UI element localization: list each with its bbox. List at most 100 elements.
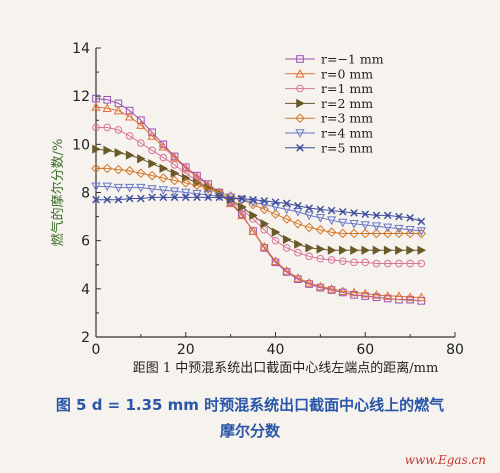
data-point	[394, 291, 404, 300]
data-point	[294, 201, 302, 210]
figure-caption: 图 5 d = 1.35 mm 时预混系统出口截面中心线上的燃气 摩尔分数	[0, 392, 500, 444]
series-6	[92, 193, 426, 226]
data-point	[136, 168, 146, 179]
legend-item: r=3 mm	[285, 111, 373, 126]
data-point	[92, 94, 100, 103]
data-point	[294, 248, 302, 257]
data-point	[406, 259, 414, 268]
data-point	[316, 205, 325, 214]
legend-marker	[295, 129, 305, 138]
data-point	[361, 210, 370, 218]
data-point	[103, 95, 112, 104]
data-point	[271, 198, 280, 206]
series-line	[95, 148, 422, 251]
data-point	[270, 209, 281, 219]
data-point	[147, 170, 157, 181]
y-axis-label: 燃气的摩尔分数/%	[50, 139, 66, 247]
data-point	[339, 207, 347, 216]
data-point	[339, 245, 348, 255]
data-point	[327, 245, 337, 255]
legend-marker	[296, 98, 305, 109]
legend-item: r=4 mm	[285, 126, 373, 141]
data-point	[113, 183, 124, 193]
data-point	[147, 131, 157, 140]
data-point	[181, 193, 190, 202]
data-point	[315, 225, 326, 235]
data-point	[260, 197, 269, 205]
series-1	[91, 102, 426, 302]
data-point	[383, 259, 392, 268]
data-point	[169, 152, 180, 162]
data-point	[114, 195, 123, 204]
data-point	[260, 244, 269, 252]
data-point	[102, 163, 113, 174]
data-point	[137, 116, 145, 125]
data-point	[339, 257, 347, 265]
data-point	[305, 243, 315, 253]
data-point	[91, 102, 101, 111]
data-point	[327, 256, 336, 264]
data-point	[270, 203, 281, 212]
data-point	[237, 210, 247, 220]
data-point	[192, 180, 202, 191]
data-point	[282, 199, 291, 208]
data-point	[238, 202, 247, 212]
data-point	[169, 187, 180, 197]
legend-item: r=−1 mm	[285, 52, 384, 67]
legend-item: r=0 mm	[285, 66, 373, 81]
data-point	[394, 224, 404, 234]
y-tick-label: 8	[81, 186, 90, 202]
data-point	[293, 207, 303, 217]
data-point	[270, 256, 281, 265]
series-3	[92, 144, 427, 255]
data-point	[180, 178, 191, 188]
data-point	[114, 126, 123, 134]
data-point	[159, 140, 168, 149]
data-point	[136, 183, 146, 193]
data-point	[137, 194, 145, 203]
data-point	[158, 173, 169, 183]
data-point	[304, 277, 314, 287]
data-point	[360, 288, 370, 298]
data-point	[125, 106, 134, 115]
data-point	[349, 287, 359, 297]
data-point	[371, 222, 382, 232]
y-tick-label: 4	[81, 282, 90, 298]
data-point	[315, 281, 326, 291]
data-point	[326, 227, 337, 238]
data-point	[371, 289, 382, 299]
legend-label: r=1 mm	[321, 81, 373, 96]
data-point	[271, 258, 280, 267]
data-point	[159, 153, 168, 162]
data-point	[360, 228, 371, 239]
data-point	[248, 226, 258, 235]
data-point	[148, 158, 157, 169]
data-point	[395, 245, 404, 255]
data-point	[125, 194, 134, 203]
data-point	[92, 195, 100, 204]
data-point	[293, 219, 303, 229]
data-point	[349, 220, 359, 229]
data-point	[114, 148, 124, 158]
data-point	[113, 164, 124, 175]
data-point	[372, 259, 381, 268]
data-point	[260, 226, 269, 234]
data-point	[416, 292, 426, 302]
data-point	[147, 185, 157, 194]
data-point	[137, 154, 146, 164]
data-point	[350, 258, 358, 267]
caption-line-2: 摩尔分数	[219, 422, 280, 440]
data-point	[282, 268, 291, 276]
y-tick-label: 6	[81, 234, 90, 250]
data-point	[249, 210, 258, 221]
data-point	[383, 211, 392, 220]
x-tick-label: 60	[356, 342, 374, 358]
data-point	[136, 120, 146, 129]
y-tick-label: 2	[81, 330, 90, 346]
data-point	[91, 182, 101, 192]
data-point	[395, 212, 403, 221]
legend-label: r=−1 mm	[321, 52, 384, 67]
series-line	[96, 167, 422, 234]
data-point	[304, 222, 314, 233]
data-point	[102, 103, 112, 113]
